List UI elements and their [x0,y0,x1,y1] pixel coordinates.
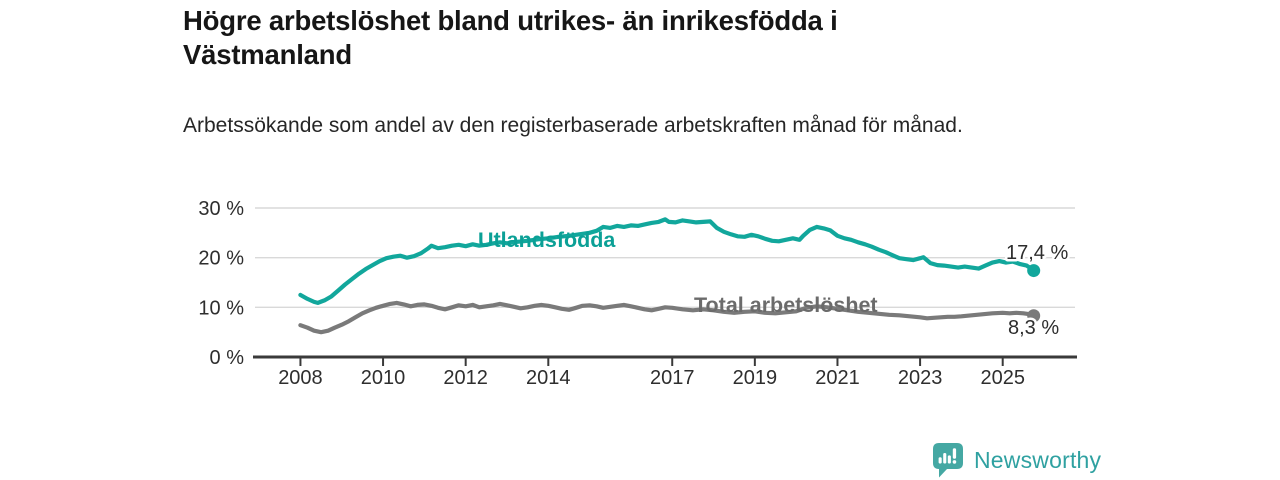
y-tick-label: 20 % [198,248,244,270]
annotations: Utlandsfödda Total arbetslöshet 17,4 % 8,3 … [478,228,1071,342]
axes [253,355,1077,366]
brand-name: Newsworthy [974,447,1102,473]
y-tick-label: 10 % [198,297,244,319]
series-label: Total arbetslöshet [694,293,878,317]
newsworthy-logo-icon [933,443,963,478]
tick-labels: 0 % 10 % 20 % 30 % 2008 2010 2012 2014 2017 2019 2… [198,198,1025,389]
series-line-total [298,300,1036,335]
x-tick-label: 2008 [278,367,323,389]
y-tick-label: 30 % [198,198,244,220]
x-tick-label: 2023 [898,367,943,389]
brand: Newsworthy [932,442,1101,479]
y-tick-label: 0 % [210,347,245,369]
x-tick-label: 2014 [526,367,571,389]
series-end-dot [1027,264,1041,278]
series-label: Utlandsfödda [478,228,616,252]
series-line-utlandsfodda [298,217,1036,305]
x-tick-label: 2019 [733,367,778,389]
end-value-label: 17,4 % [1006,242,1068,264]
x-tick-label: 2010 [361,367,406,389]
chart-subtitle: Arbetssökande som andel av den registerb… [183,114,963,137]
page-title: Högre arbetslöshet bland utrikes- än inr… [183,5,838,70]
series-end-dot [1027,309,1041,323]
gridlines [255,207,1075,309]
x-tick-label: 2021 [815,367,860,389]
x-tick-label: 2017 [650,367,695,389]
x-tick-label: 2025 [980,367,1025,389]
logo-bars [938,448,957,464]
series-lines [298,217,1041,335]
x-tick-label: 2012 [443,367,488,389]
end-value-label: 8,3 % [1008,317,1059,339]
